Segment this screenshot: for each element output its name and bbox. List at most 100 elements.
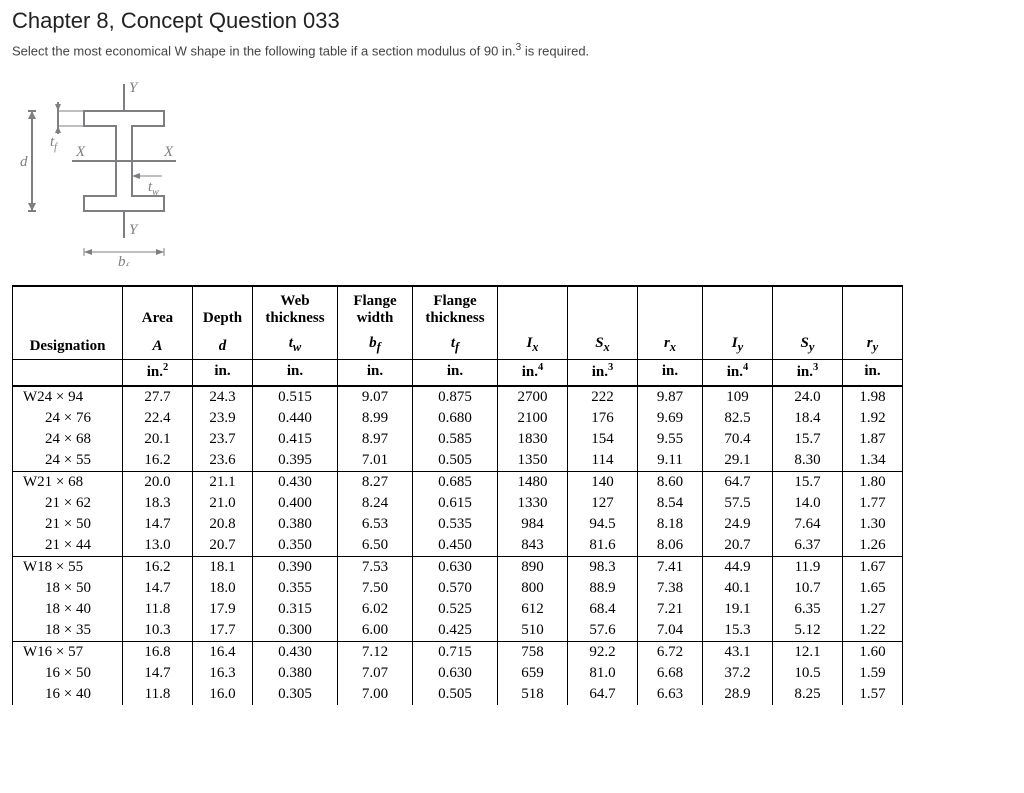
- col-unit: in.: [413, 360, 498, 387]
- label-Y-bot: Y: [129, 222, 139, 238]
- label-d: d: [20, 154, 28, 170]
- col-unit: in.4: [703, 360, 773, 387]
- value-cell: 23.7: [193, 429, 253, 450]
- value-cell: 0.430: [253, 472, 338, 494]
- value-cell: 0.305: [253, 684, 338, 705]
- label-X-right: X: [163, 144, 174, 160]
- col-label: [703, 286, 773, 329]
- value-cell: 843: [498, 535, 568, 557]
- value-cell: 0.585: [413, 429, 498, 450]
- value-cell: 7.04: [638, 620, 703, 642]
- value-cell: 6.53: [338, 514, 413, 535]
- designation-cell: 16 × 40: [13, 684, 123, 705]
- value-cell: 6.35: [773, 599, 843, 620]
- value-cell: 18.4: [773, 408, 843, 429]
- value-cell: 0.390: [253, 557, 338, 579]
- value-cell: 8.97: [338, 429, 413, 450]
- value-cell: 7.07: [338, 663, 413, 684]
- designation-cell: W16 × 57: [13, 642, 123, 664]
- value-cell: 7.01: [338, 450, 413, 472]
- value-cell: 81.6: [568, 535, 638, 557]
- value-cell: 7.53: [338, 557, 413, 579]
- value-cell: 82.5: [703, 408, 773, 429]
- value-cell: 0.315: [253, 599, 338, 620]
- value-cell: 1830: [498, 429, 568, 450]
- value-cell: 13.0: [123, 535, 193, 557]
- value-cell: 17.9: [193, 599, 253, 620]
- value-cell: 8.99: [338, 408, 413, 429]
- col-unit: in.3: [773, 360, 843, 387]
- col-label: [13, 286, 123, 329]
- value-cell: 1.57: [843, 684, 903, 705]
- value-cell: 11.8: [123, 599, 193, 620]
- value-cell: 57.6: [568, 620, 638, 642]
- value-cell: 8.54: [638, 493, 703, 514]
- value-cell: 758: [498, 642, 568, 664]
- value-cell: 9.11: [638, 450, 703, 472]
- value-cell: 14.7: [123, 514, 193, 535]
- value-cell: 0.570: [413, 578, 498, 599]
- col-unit: in.2: [123, 360, 193, 387]
- value-cell: 612: [498, 599, 568, 620]
- value-cell: 15.7: [773, 429, 843, 450]
- value-cell: 1.67: [843, 557, 903, 579]
- value-cell: 15.7: [773, 472, 843, 494]
- value-cell: 8.27: [338, 472, 413, 494]
- value-cell: 14.7: [123, 578, 193, 599]
- value-cell: 11.9: [773, 557, 843, 579]
- value-cell: 1.59: [843, 663, 903, 684]
- value-cell: 37.2: [703, 663, 773, 684]
- value-cell: 518: [498, 684, 568, 705]
- value-cell: 94.5: [568, 514, 638, 535]
- header-row-labels: AreaDepthWebthicknessFlangewidthFlangeth…: [13, 286, 903, 329]
- value-cell: 24.9: [703, 514, 773, 535]
- value-cell: 43.1: [703, 642, 773, 664]
- prompt-text-post: is required.: [521, 43, 589, 58]
- value-cell: 24.3: [193, 386, 253, 408]
- value-cell: 984: [498, 514, 568, 535]
- value-cell: 1.92: [843, 408, 903, 429]
- col-symbol: A: [123, 329, 193, 360]
- designation-cell: 18 × 50: [13, 578, 123, 599]
- value-cell: 0.400: [253, 493, 338, 514]
- value-cell: 9.87: [638, 386, 703, 408]
- value-cell: 9.69: [638, 408, 703, 429]
- value-cell: 7.12: [338, 642, 413, 664]
- value-cell: 800: [498, 578, 568, 599]
- value-cell: 1.77: [843, 493, 903, 514]
- value-cell: 8.30: [773, 450, 843, 472]
- value-cell: 23.6: [193, 450, 253, 472]
- value-cell: 2100: [498, 408, 568, 429]
- value-cell: 88.9: [568, 578, 638, 599]
- value-cell: 510: [498, 620, 568, 642]
- value-cell: 14.7: [123, 663, 193, 684]
- value-cell: 1.65: [843, 578, 903, 599]
- value-cell: 21.0: [193, 493, 253, 514]
- table-row: W21 × 6820.021.10.4308.270.68514801408.6…: [13, 472, 903, 494]
- col-symbol: ry: [843, 329, 903, 360]
- value-cell: 18.3: [123, 493, 193, 514]
- col-unit: in.: [253, 360, 338, 387]
- designation-cell: 21 × 50: [13, 514, 123, 535]
- col-unit: in.: [193, 360, 253, 387]
- value-cell: 1.34: [843, 450, 903, 472]
- ibeam-svg: Y Y X X d tf tw bf: [14, 76, 214, 266]
- col-unit: [13, 360, 123, 387]
- value-cell: 7.64: [773, 514, 843, 535]
- table-row: 21 × 5014.720.80.3806.530.53598494.58.18…: [13, 514, 903, 535]
- value-cell: 0.380: [253, 514, 338, 535]
- col-label: Flangewidth: [338, 286, 413, 329]
- col-label: [638, 286, 703, 329]
- col-unit: in.: [843, 360, 903, 387]
- value-cell: 5.12: [773, 620, 843, 642]
- label-tf: tf: [50, 134, 58, 153]
- value-cell: 0.380: [253, 663, 338, 684]
- value-cell: 20.7: [193, 535, 253, 557]
- value-cell: 1.60: [843, 642, 903, 664]
- value-cell: 16.2: [123, 557, 193, 579]
- ibeam-diagram: Y Y X X d tf tw bf: [12, 76, 1012, 271]
- table-row: 18 × 3510.317.70.3006.000.42551057.67.04…: [13, 620, 903, 642]
- header-row-units: in.2in.in.in.in.in.4in.3in.in.4in.3in.: [13, 360, 903, 387]
- value-cell: 98.3: [568, 557, 638, 579]
- col-unit: in.: [638, 360, 703, 387]
